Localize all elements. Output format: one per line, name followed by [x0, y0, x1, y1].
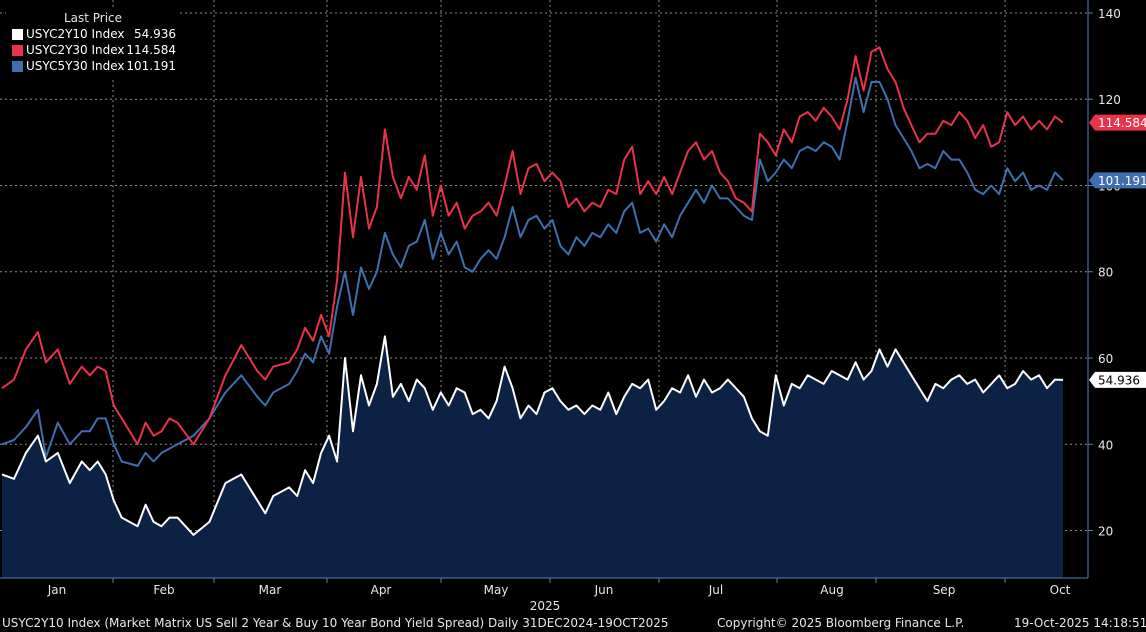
last-value-tag-label: 114.584: [1098, 116, 1146, 130]
y-axis: 20406080100120140: [1087, 0, 1121, 578]
y-tick-label: 40: [1098, 438, 1113, 452]
y-tick-label: 140: [1098, 7, 1121, 21]
x-tick-label: Feb: [153, 583, 174, 597]
series-line-usyc2y30: [1, 46, 1064, 446]
legend-swatch-red: [12, 44, 23, 56]
y-tick-label: 80: [1098, 266, 1113, 280]
series-line-usyc5y30: [1, 76, 1064, 467]
series-line-usyc2y10: [1, 335, 1064, 536]
x-tick-label: Oct: [1050, 583, 1071, 597]
footer: USYC2Y10 Index (Market Matrix US Sell 2 …: [0, 614, 1146, 632]
legend: Last Price USYC2Y10 Index 54.936 USYC2Y3…: [6, 10, 180, 78]
legend-value: 101.191: [126, 59, 176, 73]
legend-swatch-white: [12, 28, 23, 40]
last-value-tag-label: 101.191: [1098, 174, 1146, 188]
x-tick-label: Mar: [259, 583, 282, 597]
x-tick-label: Jun: [594, 583, 614, 597]
x-tick-label: Apr: [371, 583, 392, 597]
y-tick-label: 20: [1098, 525, 1113, 539]
area-fill-usyc2y10: [2, 336, 1063, 578]
x-tick-label: Jan: [47, 583, 67, 597]
legend-label: USYC2Y10 Index: [26, 27, 125, 41]
x-year-label: 2025: [530, 599, 561, 613]
footer-timestamp: 19-Oct-2025 14:18:51: [1014, 616, 1146, 630]
x-tick-label: Aug: [820, 583, 843, 597]
last-value-labels: 54.936 114.584 101.191: [1089, 114, 1146, 388]
x-tick-label: May: [484, 583, 509, 597]
legend-item: USYC2Y10 Index 54.936: [6, 26, 180, 42]
footer-copyright: Copyright© 2025 Bloomberg Finance L.P.: [717, 616, 965, 630]
legend-label: USYC5Y30 Index: [26, 59, 125, 73]
legend-title: Last Price: [63, 11, 123, 25]
last-value-tag: 114.584: [1089, 114, 1146, 131]
x-axis: Jan Feb Mar Apr May Jun Jul Aug Sep Oct 2025: [0, 577, 1088, 613]
chart-canvas: 20406080100120140 JanFebMarAprMayJunJulA…: [0, 0, 1146, 613]
y-tick-label: 60: [1098, 352, 1113, 366]
legend-swatch-blue: [12, 60, 23, 72]
last-value-tag-bg: [1089, 172, 1146, 189]
series-lines: [1, 46, 1064, 536]
last-value-tag-bg: [1089, 114, 1146, 131]
last-value-tag-label: 54.936: [1098, 373, 1140, 387]
legend-item: USYC5Y30 Index 101.191: [6, 58, 180, 74]
x-tick-label: Sep: [933, 583, 956, 597]
legend-value: 114.584: [126, 43, 176, 57]
last-value-tag-bg: [1089, 371, 1146, 388]
last-value-tag: 54.936: [1089, 371, 1146, 388]
footer-description: USYC2Y10 Index (Market Matrix US Sell 2 …: [2, 616, 669, 630]
y-tick-label: 120: [1098, 93, 1121, 107]
legend-value: 54.936: [134, 27, 176, 41]
legend-item: USYC2Y30 Index 114.584: [6, 42, 180, 58]
legend-label: USYC2Y30 Index: [26, 43, 125, 57]
last-value-tag: 101.191: [1089, 172, 1146, 189]
x-tick-label: Jul: [708, 583, 723, 597]
area-fill: [2, 336, 1063, 578]
